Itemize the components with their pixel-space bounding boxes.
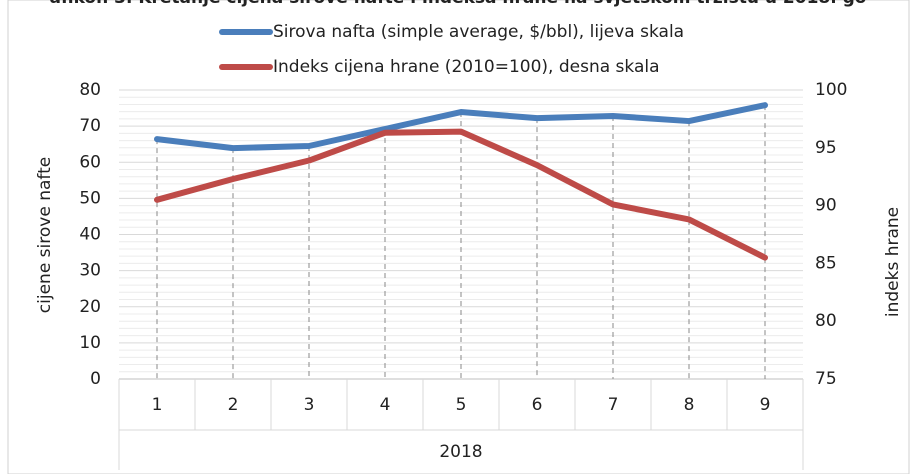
x-tick-label: 2 bbox=[228, 395, 239, 415]
y-tick-label: 30 bbox=[79, 261, 101, 281]
x-tick-label: 6 bbox=[532, 395, 543, 415]
y2-axis-label: indeks hrane bbox=[883, 207, 903, 317]
series-line bbox=[154, 128, 768, 261]
y-tick-label: 10 bbox=[79, 333, 101, 353]
category-group-label: 2018 bbox=[439, 442, 482, 462]
y-tick-label: 80 bbox=[79, 80, 101, 100]
x-tick-label: 8 bbox=[684, 395, 695, 415]
x-tick-label: 7 bbox=[608, 395, 619, 415]
x-tick-label: 5 bbox=[456, 395, 467, 415]
x-tick-label: 9 bbox=[760, 395, 771, 415]
chart-border bbox=[7, 0, 910, 474]
x-tick-label: 3 bbox=[304, 395, 315, 415]
y-tick-label: 50 bbox=[79, 188, 101, 208]
legend-label: Sirova nafta (simple average, $/bbl), li… bbox=[273, 22, 684, 42]
y-axis-label: cijene sirove nafte bbox=[35, 157, 55, 313]
y-tick-label: 70 bbox=[79, 116, 101, 136]
y-tick-label: 0 bbox=[90, 369, 101, 389]
y2-tick-label: 90 bbox=[815, 196, 837, 216]
y-tick-label: 60 bbox=[79, 152, 101, 172]
y2-tick-label: 100 bbox=[815, 80, 847, 100]
x-tick-label: 1 bbox=[152, 395, 163, 415]
y2-tick-label: 95 bbox=[815, 138, 837, 158]
y-tick-label: 20 bbox=[79, 297, 101, 317]
x-tick-label: 4 bbox=[380, 395, 391, 415]
legend-label: Indeks cijena hrane (2010=100), desna sk… bbox=[273, 57, 660, 77]
y2-tick-label: 75 bbox=[815, 369, 837, 389]
series-line bbox=[154, 102, 768, 152]
y2-tick-label: 80 bbox=[815, 311, 837, 331]
chart-title: afikon 3. Kretanje cijena sirove nafte i… bbox=[50, 0, 867, 8]
y2-tick-label: 85 bbox=[815, 253, 837, 273]
y-tick-label: 40 bbox=[79, 225, 101, 245]
